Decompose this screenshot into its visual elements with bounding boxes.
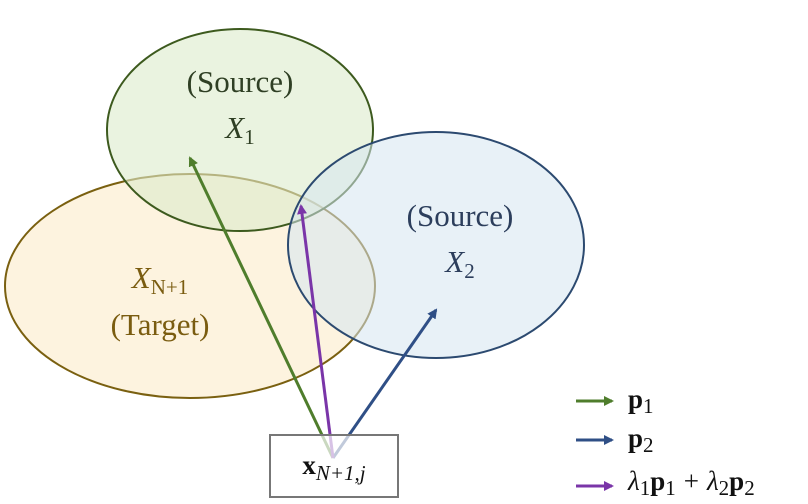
subscript: 2: [719, 476, 730, 500]
subscript: N+1,j: [315, 461, 366, 485]
arrow-combo: [297, 204, 335, 459]
subscript: 1: [665, 476, 676, 500]
set-role: (Source): [407, 198, 514, 233]
coef: λ: [706, 466, 719, 496]
subscript: 2: [643, 433, 654, 457]
point-box: [269, 434, 399, 498]
legend-label: p1: [628, 384, 654, 418]
legend-label: λ1p1 + λ2p2: [627, 466, 755, 500]
symbol: X: [130, 260, 152, 295]
subscript: 2: [464, 259, 475, 283]
subscript: 1: [643, 394, 654, 418]
symbol: p: [729, 466, 744, 496]
set-role: (Target): [111, 307, 210, 342]
set-symbol: X1: [223, 110, 254, 149]
coef: λ: [627, 466, 640, 496]
subscript: 2: [744, 476, 755, 500]
symbol: p: [650, 466, 665, 496]
subscript: 1: [244, 125, 255, 149]
symbol: p: [628, 423, 643, 453]
source-set-1: [106, 28, 374, 232]
symbol: x: [302, 450, 316, 480]
symbol: X: [223, 110, 245, 145]
source-set-2: [287, 131, 585, 359]
operator: +: [684, 466, 699, 496]
set-symbol: XN+1: [130, 260, 188, 299]
symbol: p: [628, 384, 643, 414]
subscript: N+1: [151, 275, 189, 299]
symbol: X: [443, 244, 465, 279]
subscript: 1: [640, 476, 651, 500]
legend-label: p2: [628, 423, 654, 457]
arrow-p1: [188, 156, 335, 459]
arrow-p2: [331, 308, 438, 459]
legend: p1 p2 λ1p1 + λ2p2: [576, 384, 755, 500]
set-symbol: X2: [443, 244, 474, 283]
set-role: (Source): [187, 64, 294, 99]
point-label: xN+1,j: [302, 450, 365, 485]
